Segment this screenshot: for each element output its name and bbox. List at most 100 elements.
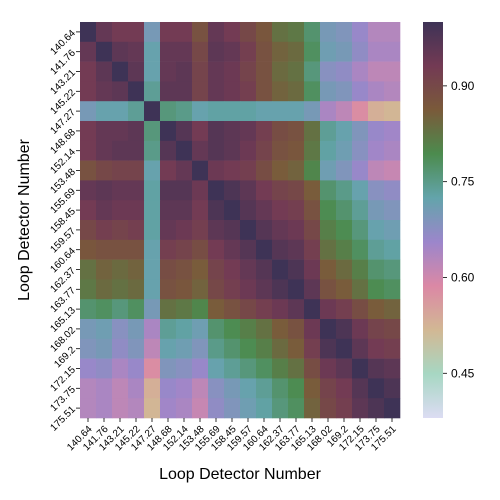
colorbar-gradient [423,22,443,418]
colorbar-tick-label: 0.45 [451,366,475,380]
heatmap-cell [192,338,209,359]
y-axis-label: Loop Detector Number [16,138,33,301]
heatmap-cell [320,279,337,300]
heatmap-cell [304,81,321,102]
heatmap-cell [352,319,369,340]
heatmap-cell [368,259,385,280]
heatmap-cell [176,121,193,142]
heatmap-cell [352,41,369,62]
heatmap-cell [368,378,385,399]
heatmap-cell [240,140,257,161]
heatmap-cell [336,299,353,320]
heatmap-cell [256,239,273,260]
heatmap-cell [112,61,129,82]
heatmap-cell [256,299,273,320]
heatmap-cell [240,319,257,340]
heatmap-cell [80,358,97,379]
heatmap-cell [352,140,369,161]
heatmap-cell [256,358,273,379]
heatmap-cell [96,140,113,161]
heatmap-cell [384,398,401,419]
heatmap-cell [144,180,161,201]
heatmap-cell [256,398,273,419]
heatmap-cell [288,200,305,221]
heatmap-cell [80,220,97,241]
heatmap-cell [368,398,385,419]
heatmap-cell [336,220,353,241]
heatmap-cell [176,239,193,260]
heatmap-cell [144,358,161,379]
heatmap-cell [240,220,257,241]
heatmap-cell [384,378,401,399]
heatmap-cell [112,279,129,300]
colorbar-tick-label: 0.90 [451,79,475,93]
heatmap-cell [384,81,401,102]
heatmap-cell [368,220,385,241]
heatmap-cell [272,41,289,62]
heatmap-cell [224,239,241,260]
heatmap-cell [112,22,129,43]
y-axis-ticks: 140.64141.76143.21145.22147.27148.68152.… [48,28,80,434]
heatmap-cell [176,378,193,399]
heatmap-cell [304,160,321,181]
heatmap-cell [192,160,209,181]
heatmap-cell [368,101,385,122]
heatmap-cell [208,338,225,359]
heatmap-cell [304,180,321,201]
heatmap-cell [112,398,129,419]
heatmap-cell [192,61,209,82]
heatmap-cell [160,319,177,340]
heatmap-cell [384,299,401,320]
heatmap-cell [336,140,353,161]
heatmap-cell [288,279,305,300]
heatmap-cell [352,378,369,399]
heatmap-cell [192,180,209,201]
heatmap-cell [304,259,321,280]
heatmap-cell [144,279,161,300]
heatmap-cell [240,41,257,62]
heatmap-cell [336,239,353,260]
heatmap-cell [256,378,273,399]
heatmap-cell [160,121,177,142]
heatmap-cell [304,319,321,340]
heatmap-cell [224,338,241,359]
heatmap-cell [288,81,305,102]
heatmap-cell [160,220,177,241]
heatmap-cell [368,61,385,82]
heatmap-cell [304,279,321,300]
heatmap-cell [192,239,209,260]
heatmap-cell [240,61,257,82]
heatmap-cell [208,398,225,419]
heatmap-cell [192,319,209,340]
heatmap-cell [176,180,193,201]
heatmap-cell [224,319,241,340]
heatmap-cell [384,180,401,201]
heatmap-cell [208,121,225,142]
heatmap-cell [272,22,289,43]
heatmap-cell [240,239,257,260]
heatmap-cell [336,259,353,280]
heatmap-cell [208,61,225,82]
heatmap-cell [352,259,369,280]
heatmap-cell [112,239,129,260]
heatmap-cell [192,378,209,399]
heatmap-cell [352,200,369,221]
heatmap-cell [112,338,129,359]
heatmap-cell [80,319,97,340]
heatmap-cell [128,121,145,142]
colorbar-ticks: 0.45 0.60 0.75 0.90 [443,79,475,380]
heatmap-cell [336,22,353,43]
heatmap-cell [352,180,369,201]
heatmap-cell [176,279,193,300]
heatmap-cell [80,81,97,102]
heatmap-cell [304,200,321,221]
heatmap-cell [368,200,385,221]
heatmap-cell [368,140,385,161]
heatmap-cell [144,398,161,419]
heatmap-cell [96,180,113,201]
heatmap-cell [80,279,97,300]
heatmap-cell [112,101,129,122]
heatmap-cell [176,200,193,221]
heatmap-cell [384,22,401,43]
heatmap-cell [144,140,161,161]
